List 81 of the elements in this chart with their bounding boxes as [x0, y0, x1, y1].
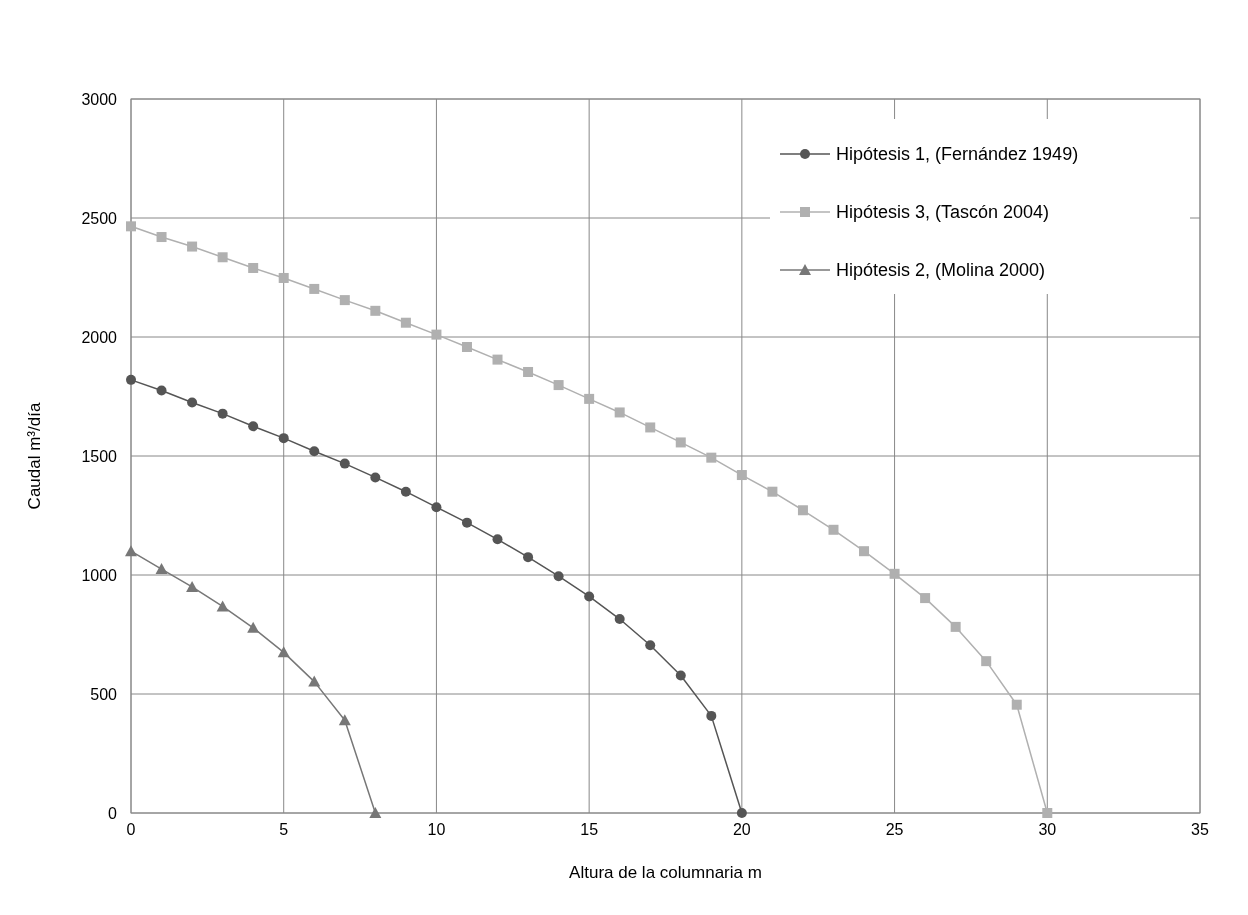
point [645, 640, 656, 651]
point [523, 366, 534, 377]
point [309, 283, 320, 294]
point [338, 714, 351, 726]
x-tick-label: 5 [279, 821, 289, 838]
point [248, 262, 259, 273]
y-tick-label: 3000 [81, 91, 118, 108]
point [156, 232, 167, 243]
legend-label: Hipótesis 2, (Molina 2000) [836, 260, 1046, 280]
point [277, 646, 290, 658]
point [369, 807, 382, 818]
point [706, 452, 717, 463]
legend-label: Hipótesis 3, (Tascón 2004) [836, 202, 1050, 222]
point [981, 656, 992, 667]
point [431, 502, 442, 513]
point [278, 272, 289, 283]
x-tick-label: 30 [1038, 821, 1057, 838]
point [309, 446, 320, 457]
y-tick-label: 500 [90, 686, 118, 703]
point [125, 545, 137, 557]
x-tick-label: 35 [1191, 821, 1209, 838]
legend-label: Hipótesis 1, (Fernández 1949) [836, 144, 1079, 164]
point [126, 374, 136, 385]
x-tick-label: 10 [427, 821, 446, 838]
point [492, 534, 503, 545]
y-tick-label: 1000 [81, 567, 118, 584]
point [675, 437, 686, 448]
point [736, 470, 747, 481]
point [339, 295, 350, 306]
point [523, 552, 534, 563]
point [492, 354, 503, 365]
point [278, 433, 289, 444]
x-tick-label: 20 [732, 821, 751, 838]
point [400, 486, 411, 497]
point [155, 563, 168, 575]
point [1011, 699, 1022, 710]
y-axis-title: Caudal m³/día [25, 402, 44, 510]
point [216, 600, 229, 612]
x-axis-title: Altura de la columnaria m [569, 863, 762, 882]
point [431, 329, 442, 340]
point [370, 305, 381, 316]
point [308, 675, 321, 687]
point [217, 252, 228, 263]
point [126, 221, 136, 232]
point [706, 710, 717, 721]
x-tick-label: 15 [580, 821, 599, 838]
point [248, 421, 259, 432]
y-tick-label: 0 [108, 805, 118, 822]
point [156, 385, 167, 396]
point [553, 380, 564, 391]
point [889, 568, 900, 579]
point [920, 593, 931, 604]
point [553, 571, 564, 582]
point [614, 614, 625, 625]
point [645, 422, 656, 433]
point [461, 517, 472, 528]
point [584, 591, 595, 602]
point [370, 472, 381, 483]
x-tick-label: 0 [126, 821, 136, 838]
point [828, 524, 839, 535]
x-tick-label: 25 [885, 821, 904, 838]
point [736, 808, 747, 818]
point [461, 342, 472, 352]
point [675, 670, 686, 681]
point [767, 486, 778, 497]
point [950, 621, 961, 632]
point [187, 241, 198, 252]
point [584, 393, 595, 404]
point [187, 397, 198, 408]
point [859, 546, 870, 557]
point [614, 407, 625, 418]
y-tick-label: 2000 [81, 329, 118, 346]
point [339, 458, 350, 469]
point [1042, 808, 1053, 818]
point [400, 317, 411, 328]
y-tick-label: 1500 [81, 448, 118, 465]
point [186, 580, 199, 592]
point [797, 505, 808, 516]
y-tick-label: 2500 [81, 210, 118, 227]
point [247, 621, 260, 633]
point [217, 408, 228, 419]
